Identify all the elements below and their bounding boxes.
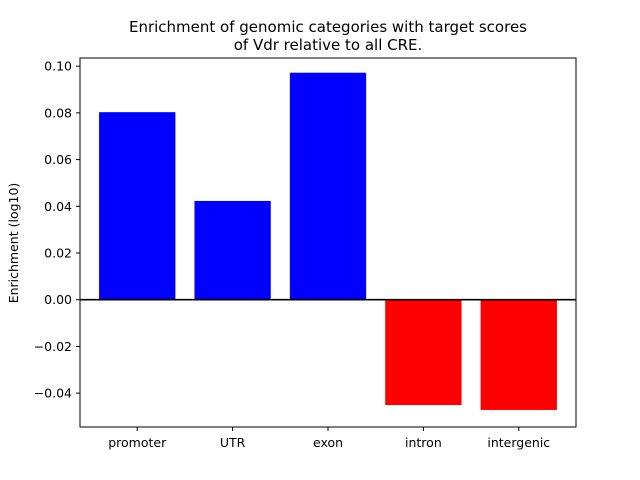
y-tick-label: −0.02 <box>34 339 72 354</box>
y-tick-label: 0.00 <box>44 292 72 307</box>
bar-promoter <box>99 112 176 300</box>
y-tick-label: 0.06 <box>44 152 72 167</box>
bar-intergenic <box>480 299 557 410</box>
y-ticks-group: −0.04 −0.02 0.00 0.02 0.04 0.06 0.08 0.10 <box>34 59 80 401</box>
bars-group <box>99 72 557 410</box>
y-tick-label: 0.04 <box>44 199 72 214</box>
y-axis-label: Enrichment (log10) <box>6 183 21 304</box>
y-tick-label: 0.08 <box>44 105 72 120</box>
bar-intron <box>385 299 462 406</box>
x-tick-label: intron <box>405 435 442 450</box>
bar-UTR <box>194 200 271 300</box>
chart-title-line-2: of Vdr relative to all CRE. <box>234 36 423 54</box>
y-tick-label: −0.04 <box>34 386 72 401</box>
x-tick-label: UTR <box>220 435 246 450</box>
x-ticks-group: promoter UTR exon intron intergenic <box>108 427 550 450</box>
y-tick-label: 0.02 <box>44 246 72 261</box>
chart-title-line-1: Enrichment of genomic categories with ta… <box>129 18 527 36</box>
x-tick-label: exon <box>313 435 343 450</box>
x-tick-label: intergenic <box>487 435 550 450</box>
x-tick-label: promoter <box>108 435 167 450</box>
bar-exon <box>289 72 367 300</box>
y-tick-label: 0.10 <box>44 59 72 74</box>
plot-frame <box>79 57 577 428</box>
